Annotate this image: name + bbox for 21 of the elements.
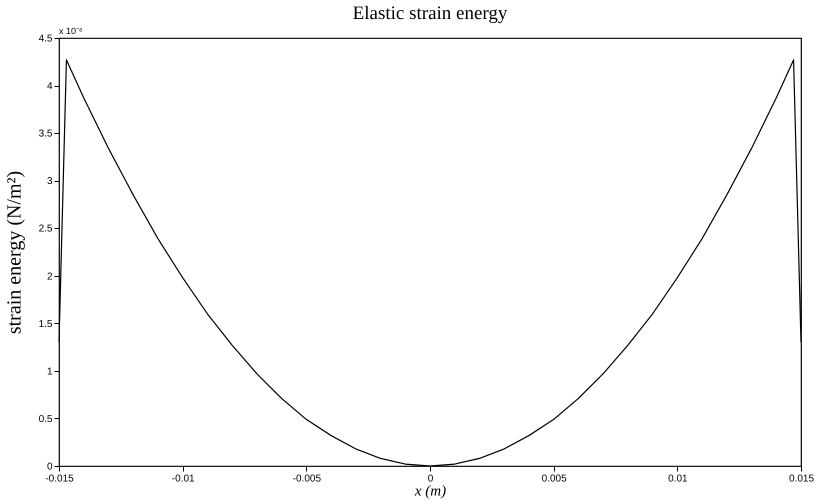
x-tick-label: 0.015 — [788, 474, 814, 484]
y-tick-label: 2 — [46, 271, 53, 282]
y-tick-label: 0 — [46, 462, 53, 472]
x-tick-label: -0.005 — [292, 474, 322, 484]
x-tick-label: -0.015 — [45, 474, 74, 484]
y-tick-label: 4 — [46, 81, 53, 92]
x-tick-label: 0.01 — [668, 474, 688, 484]
x-tick-label: -0.01 — [172, 474, 195, 484]
y-axis-title: strain energy (N/m²) — [4, 170, 26, 334]
x-tick-label: 0 — [428, 474, 434, 484]
y-tick-label: 1 — [46, 366, 53, 378]
y-tick-label: 0.5 — [38, 414, 53, 425]
text: x 10⁻⁶ — [59, 26, 84, 36]
x-axis-title: x (m) — [414, 484, 446, 500]
chart-title: Elastic strain energy — [352, 3, 508, 24]
y-tick-label: 1.5 — [38, 318, 53, 330]
y-tick-label: 3.5 — [38, 128, 53, 140]
y-tick-label: 4.5 — [38, 34, 53, 44]
x-tick-label: 0.005 — [542, 474, 568, 484]
y-tick-label: 2.5 — [38, 224, 53, 235]
y-tick-label: 3 — [46, 176, 53, 188]
